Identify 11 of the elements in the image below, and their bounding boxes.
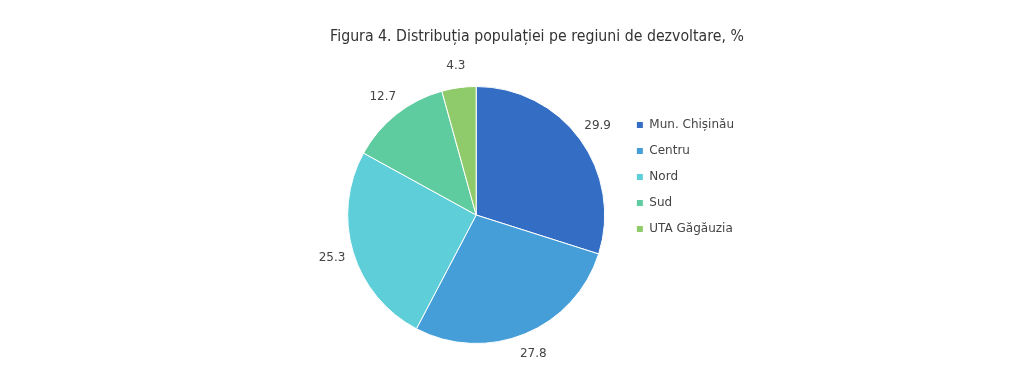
data-label: 25.3 [318, 250, 346, 265]
legend-label: Nord [649, 169, 679, 184]
legend-label: UTA Găgăuzia [649, 221, 733, 236]
legend-label: Centru [649, 143, 690, 158]
data-label: 12.7 [369, 89, 397, 104]
data-label: 4.3 [446, 58, 466, 72]
data-label: 27.8 [519, 346, 547, 361]
data-label: 29.9 [584, 118, 612, 133]
legend-label: Sud [649, 195, 673, 210]
chart-title: Figura 4. Distribuția populației pe regiuni de dezvoltare, % [330, 26, 745, 45]
legend-label: Mun. Chișinău [649, 117, 735, 132]
